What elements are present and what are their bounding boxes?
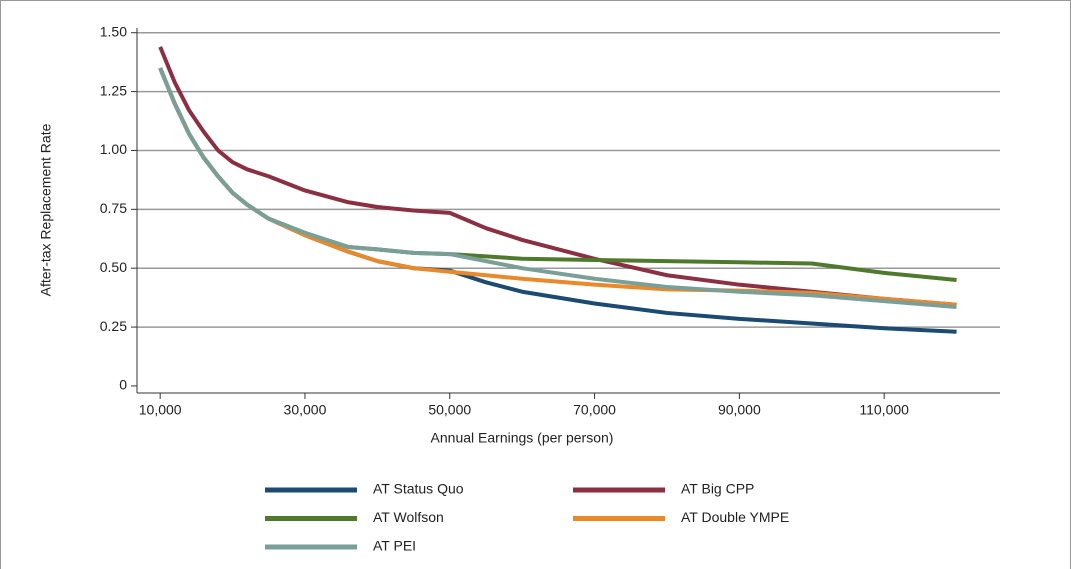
data-line [158, 46, 957, 307]
y-tick-label: 1.00 [100, 141, 127, 157]
legend-label: AT Double YMPE [681, 509, 789, 525]
legend-label: AT Wolfson [373, 509, 444, 525]
y-tick-label: 0.75 [100, 200, 127, 216]
y-tick-label: 0.25 [100, 318, 127, 334]
y-tick-label: 0.50 [100, 259, 127, 275]
x-tick-label: 90,000 [718, 402, 761, 418]
y-tick-label: 0 [119, 377, 127, 393]
x-tick-label: 110,000 [859, 402, 909, 418]
data-line [158, 67, 957, 307]
legend-label: AT Big CPP [681, 481, 754, 497]
y-tick-label: 1.25 [100, 82, 127, 98]
legend-label: AT PEI [373, 538, 416, 554]
legend-label: AT Status Quo [373, 481, 464, 497]
x-tick-label: 70,000 [573, 402, 616, 418]
x-tick-label: 50,000 [428, 402, 471, 418]
x-axis-label: Annual Earnings (per person) [431, 430, 614, 446]
x-tick-label: 10,000 [139, 402, 182, 418]
y-tick-label: 1.50 [100, 23, 127, 39]
y-axis-label: After-tax Replacement Rate [38, 123, 54, 296]
data-line [158, 67, 957, 310]
x-tick-label: 30,000 [284, 402, 327, 418]
